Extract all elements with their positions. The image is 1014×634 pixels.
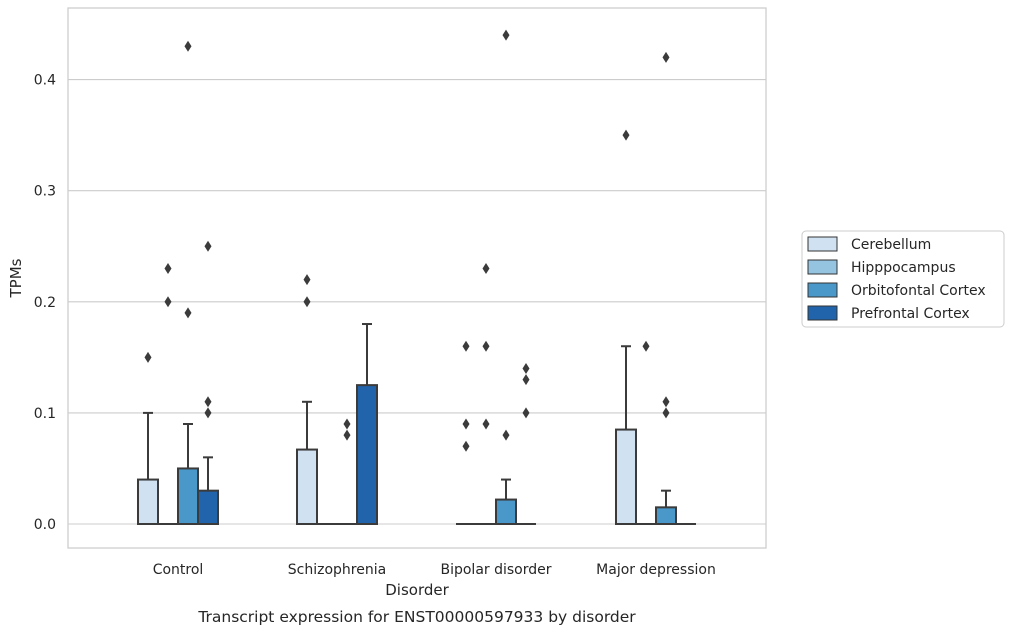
outlier-point [144,351,152,363]
box-body [495,498,517,526]
outlier-point [662,407,670,419]
outlier-point [502,29,510,41]
outlier-point [662,51,670,63]
y-axis-label: TPMs [7,258,25,298]
legend-label: Orbitofontal Cortex [851,283,986,299]
outlier-point [343,418,351,430]
box-orbitofontal-cortex [177,40,199,526]
y-tick-label: 0.1 [34,406,56,422]
box-orbitofontal-cortex [495,29,517,526]
outlier-point [502,429,510,441]
outlier-point [462,440,470,452]
box-cerebellum [137,351,159,525]
legend-label: Hipppocampus [851,260,956,276]
outlier-point [662,396,670,408]
box-hipppocampus [158,262,178,525]
outlier-point [303,274,311,286]
box-orbitofontal-cortex [337,418,357,525]
legend-swatch [807,236,838,252]
box-cerebellum [456,340,476,525]
legend-swatch [807,282,838,298]
outlier-point [642,340,650,352]
box-body [655,506,677,525]
outlier-point [522,374,530,386]
outlier-point [482,262,490,274]
x-axis-label: Disorder [385,581,449,599]
box-body [615,428,637,525]
legend-items: Cerebellum Hipppocampus Orbitofontal Corte… [807,236,986,322]
chart-title: Transcript expression for ENST0000059793… [197,608,636,626]
box-body [177,467,199,526]
outlier-point [204,407,212,419]
box-layer [137,29,696,526]
outlier-point [622,129,630,141]
outlier-point [303,296,311,308]
y-tick-label: 0.3 [34,184,56,200]
plot-frame [67,7,767,549]
outlier-point [164,296,172,308]
legend-swatch [807,305,838,321]
box-prefrontal-cortex [516,362,536,525]
box-body [356,384,378,525]
outlier-point [204,396,212,408]
legend-label: Cerebellum [851,237,931,253]
box-hipppocampus [636,340,656,525]
y-tick-label: 0.4 [34,73,56,89]
x-tick-label: Control [153,562,204,578]
box-body [197,489,219,526]
outlier-point [343,429,351,441]
y-tick-label: 0.0 [34,517,56,533]
box-prefrontal-cortex [356,323,378,525]
gridlines [68,79,766,525]
box-prefrontal-cortex [197,240,219,526]
x-tick-label: Bipolar disorder [440,562,551,578]
outlier-point [482,418,490,430]
y-tick-label: 0.2 [34,295,56,311]
box-body [296,448,318,525]
legend-label: Prefrontal Cortex [851,306,970,322]
box-body [137,478,159,525]
box-cerebellum [296,274,318,525]
outlier-point [164,262,172,274]
outlier-point [462,340,470,352]
x-tick-label: Major depression [596,562,716,578]
box-hipppocampus [476,262,496,525]
outlier-point [184,40,192,52]
box-cerebellum [615,129,637,525]
legend: Cerebellum Hipppocampus Orbitofontal Corte… [801,230,1005,328]
legend-frame [801,230,1005,328]
box-orbitofontal-cortex [655,51,677,525]
outlier-point [522,362,530,374]
legend-swatch [807,259,838,275]
outlier-point [184,307,192,319]
y-tick-labels: 0.0 0.1 0.2 0.3 0.4 [34,73,56,533]
outlier-point [522,407,530,419]
outlier-point [462,418,470,430]
outlier-point [482,340,490,352]
outlier-point [204,240,212,252]
x-tick-labels: Control Schizophrenia Bipolar disorder Majo… [153,562,716,578]
x-tick-label: Schizophrenia [288,562,386,578]
